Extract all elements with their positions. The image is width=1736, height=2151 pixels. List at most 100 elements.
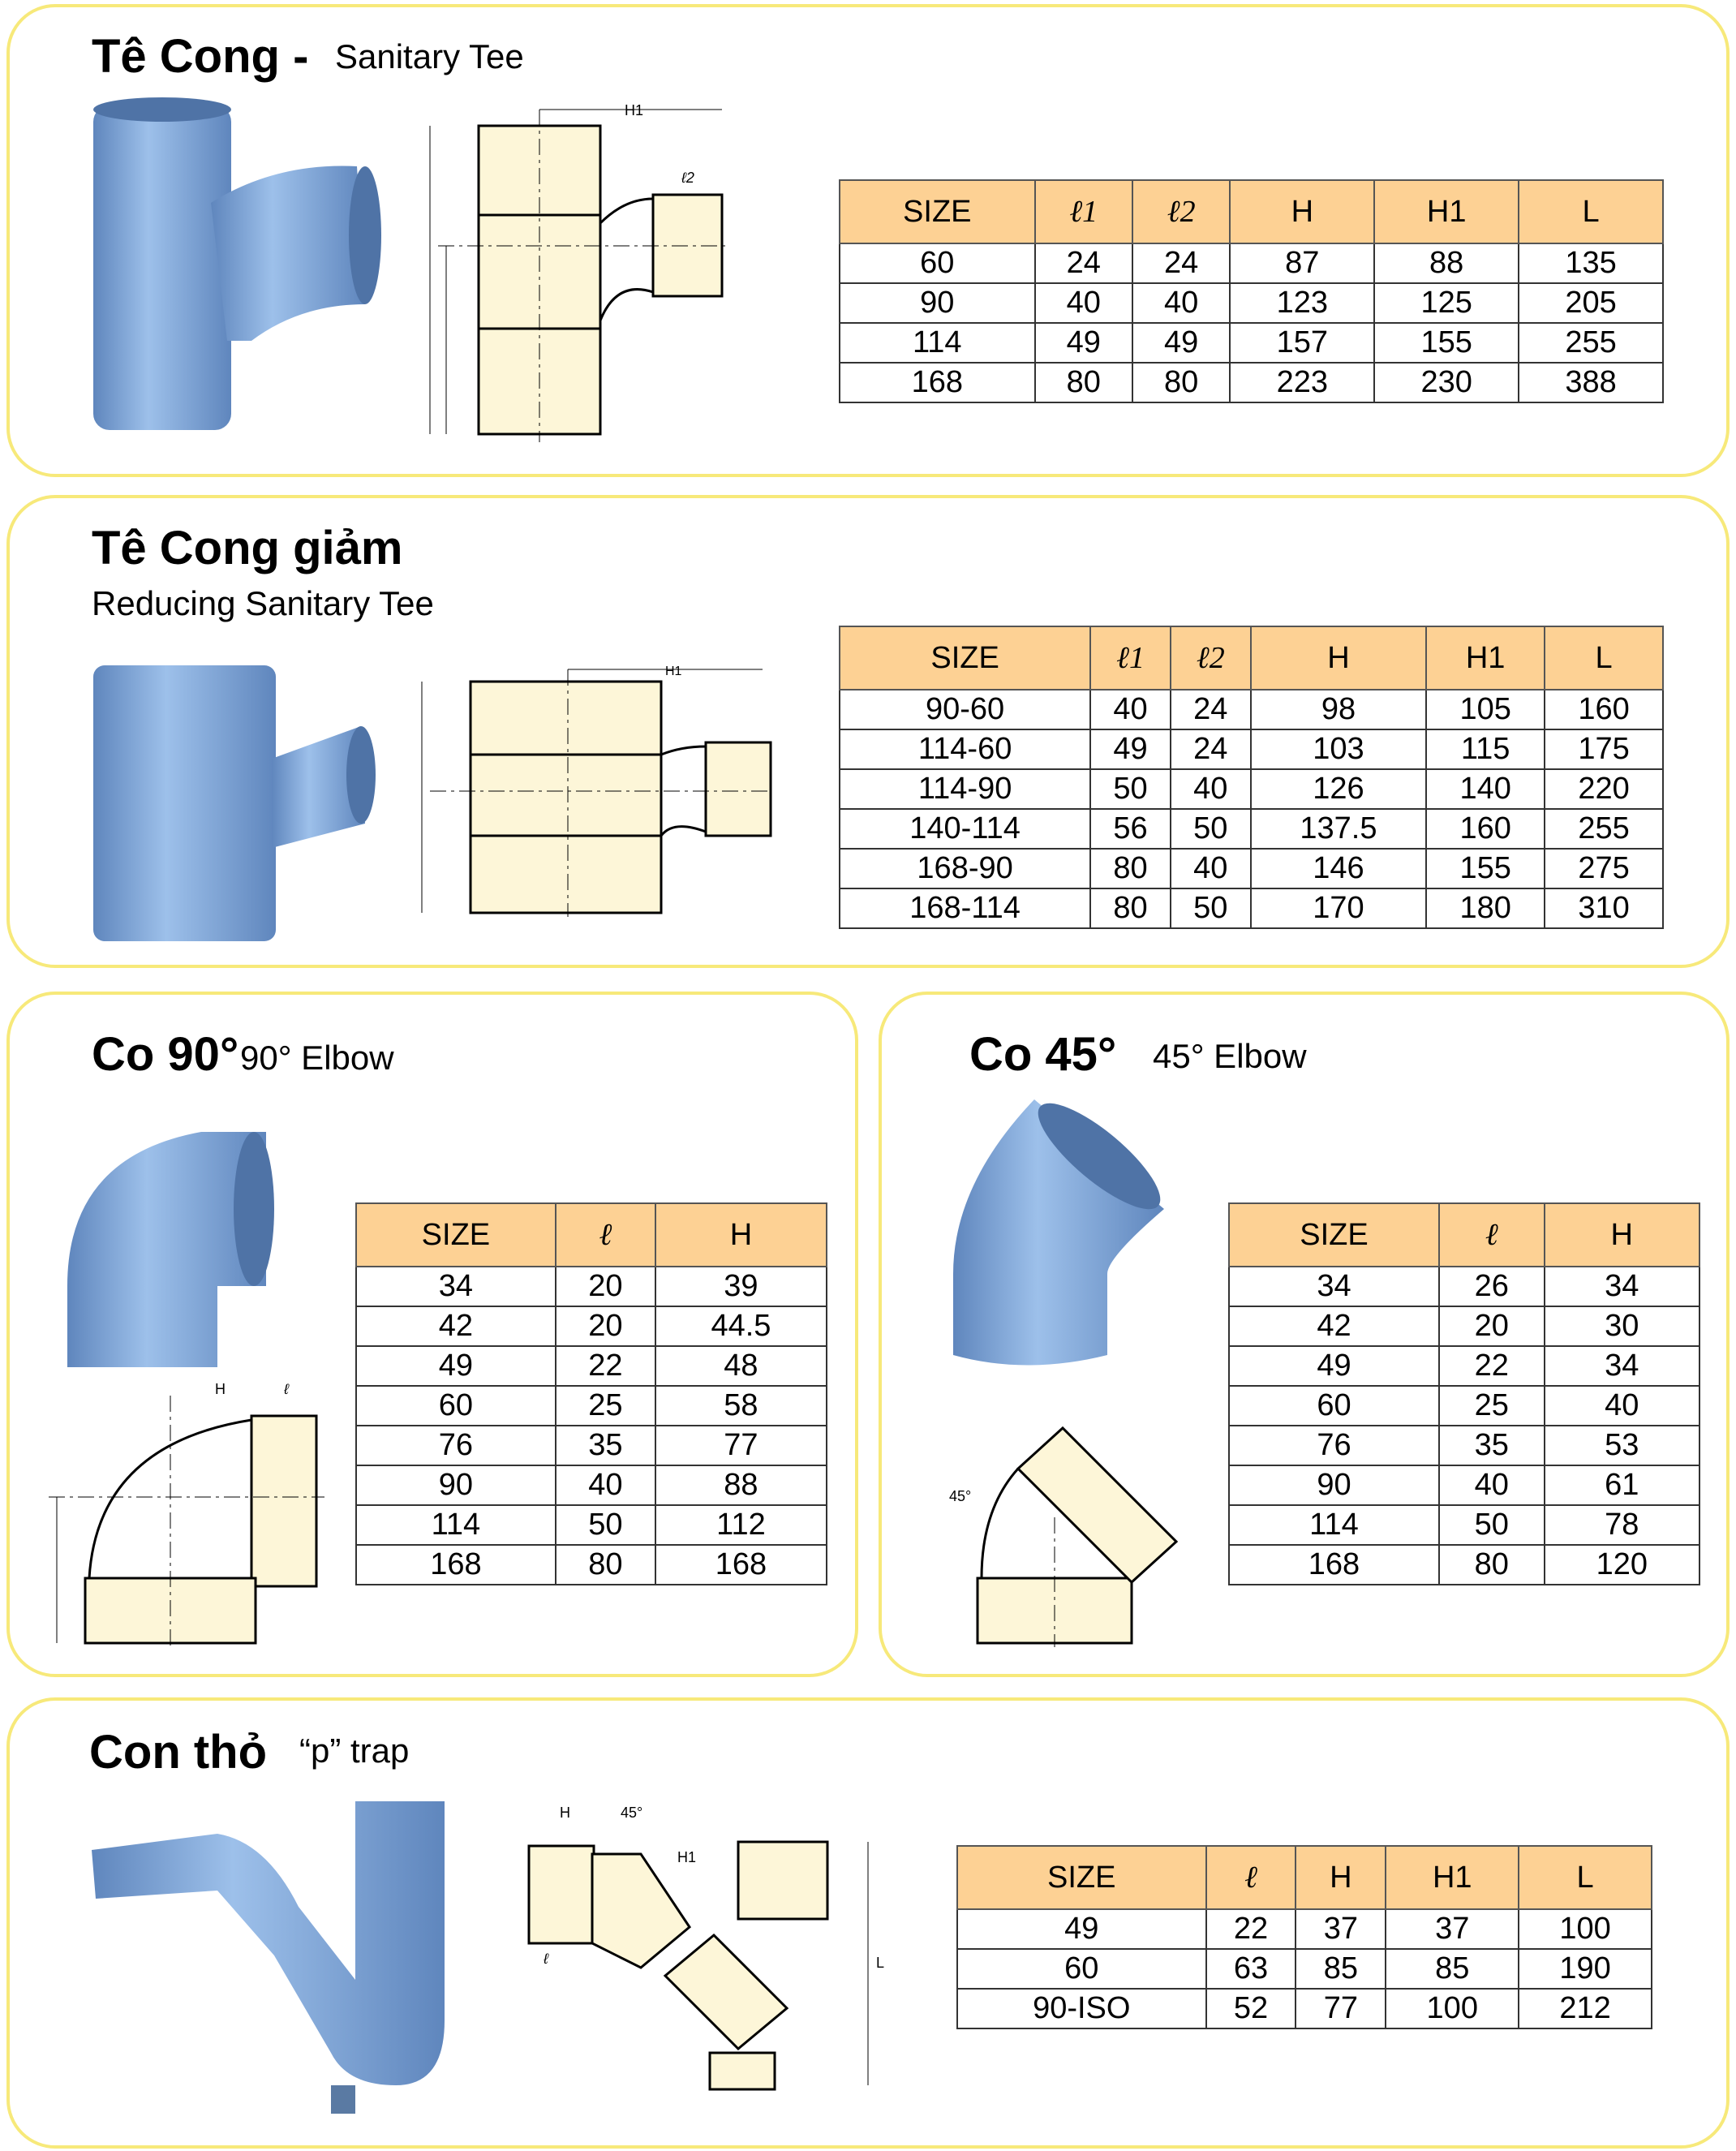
- column-header: SIZE: [839, 179, 1036, 244]
- table-cell: 114: [355, 1504, 556, 1546]
- table-cell: 112: [654, 1504, 828, 1546]
- table-cell: 90: [355, 1465, 556, 1506]
- table-cell: 35: [1437, 1425, 1545, 1466]
- table-cell: 90: [839, 282, 1036, 324]
- column-header: H: [1295, 1845, 1387, 1910]
- column-header: ℓ1: [1089, 626, 1171, 690]
- label-l: ℓ: [283, 1381, 290, 1397]
- table-cell: 168-90: [838, 848, 1092, 889]
- table-elbow-90: SIZE ℓ H 34 20 39 42 20 44.5 49 22 48 60 25 58 76 35 77 90…: [355, 1202, 828, 1585]
- table-cell: 125: [1373, 282, 1520, 324]
- table-cell: 168: [839, 362, 1036, 403]
- table-cell: 49: [1089, 729, 1171, 770]
- column-header: SIZE: [355, 1202, 556, 1267]
- table-row: 90 40 61: [1228, 1465, 1701, 1506]
- table-cell: 98: [1249, 689, 1428, 730]
- table-cell: 160: [1544, 689, 1664, 730]
- reducing-tee-drawing: H1: [421, 665, 772, 917]
- column-header: L: [1518, 1845, 1652, 1910]
- table-row: 60 24 24 87 88 135: [839, 243, 1664, 284]
- column-header: ℓ1: [1033, 179, 1133, 244]
- table-cell: 175: [1544, 729, 1664, 770]
- table-cell: 48: [654, 1345, 828, 1387]
- table-header-row: SIZE ℓ H H1 L: [956, 1845, 1652, 1910]
- table-header-row: SIZE ℓ H: [355, 1202, 828, 1267]
- table-row: 114 49 49 157 155 255: [839, 322, 1664, 364]
- table-cell: 34: [1543, 1345, 1701, 1387]
- table-row: 90 40 40 123 125 205: [839, 282, 1664, 324]
- table-cell: 50: [1169, 808, 1252, 850]
- table-cell: 50: [1089, 768, 1171, 810]
- table-cell: 220: [1544, 768, 1664, 810]
- table-cell: 168: [1228, 1544, 1440, 1585]
- table-row: 76 35 77: [355, 1425, 828, 1466]
- table-row: 168-90 80 40 146 155 275: [838, 848, 1664, 889]
- table-cell: 34: [1543, 1266, 1701, 1307]
- column-header: H: [1229, 179, 1376, 244]
- table-cell: 58: [654, 1385, 828, 1426]
- sanitary-tee-photo: [93, 97, 381, 430]
- table-cell: 20: [554, 1306, 656, 1347]
- table-cell: 20: [1437, 1306, 1545, 1347]
- table-header-row: SIZE ℓ1 ℓ2 H H1 L: [838, 626, 1664, 690]
- label-h1: H1: [677, 1849, 696, 1865]
- column-header: ℓ2: [1131, 179, 1231, 244]
- table-cell: 40: [1169, 848, 1252, 889]
- table-cell: 190: [1518, 1948, 1652, 1990]
- table-cell: 212: [1518, 1988, 1652, 2029]
- table-cell: 90: [1228, 1465, 1440, 1506]
- table-cell: 100: [1385, 1988, 1520, 2029]
- column-header: L: [1518, 179, 1664, 244]
- table-cell: 123: [1229, 282, 1376, 324]
- column-header: L: [1544, 626, 1664, 690]
- table-row: 60 25 58: [355, 1385, 828, 1426]
- table-cell: 120: [1543, 1544, 1701, 1585]
- table-cell: 35: [554, 1425, 656, 1466]
- table-cell: 39: [654, 1266, 828, 1307]
- table-cell: 146: [1249, 848, 1428, 889]
- table-cell: 80: [1089, 888, 1171, 929]
- table-cell: 255: [1544, 808, 1664, 850]
- table-header-row: SIZE ℓ H: [1228, 1202, 1701, 1267]
- table-elbow-45: SIZE ℓ H 34 26 34 42 20 30 49 22 34 60 25 40 76 35 53 90 40…: [1228, 1202, 1701, 1585]
- table-cell: 56: [1089, 808, 1171, 850]
- title-p-trap-vi: Con thỏ: [89, 1726, 268, 1779]
- table-row: 90-60 40 24 98 105 160: [838, 689, 1664, 730]
- table-row: 90-ISO 52 77 100 212: [956, 1988, 1652, 2029]
- table-cell: 137.5: [1249, 808, 1428, 850]
- label-h: H: [560, 1805, 570, 1821]
- table-row: 114 50 78: [1228, 1504, 1701, 1546]
- table-cell: 52: [1205, 1988, 1297, 2029]
- table-row: 114-60 49 24 103 115 175: [838, 729, 1664, 770]
- title-p-trap-en: “p” trap: [299, 1732, 410, 1770]
- table-cell: 88: [654, 1465, 828, 1506]
- column-header: SIZE: [1228, 1202, 1440, 1267]
- table-cell: 160: [1425, 808, 1546, 850]
- table-cell: 49: [1228, 1345, 1440, 1387]
- column-header: SIZE: [956, 1845, 1207, 1910]
- column-header: SIZE: [838, 626, 1092, 690]
- table-cell: 103: [1249, 729, 1428, 770]
- table-cell: 388: [1518, 362, 1664, 403]
- reducing-tee-photo: [93, 665, 376, 941]
- title-elbow-90-vi: Co 90°: [92, 1028, 239, 1081]
- table-cell: 140: [1425, 768, 1546, 810]
- p-trap-drawing: H 45° H1 L ℓ: [527, 1805, 884, 2091]
- title-sanitary-tee-vi: Tê Cong -: [92, 30, 309, 83]
- table-row: 114-90 50 40 126 140 220: [838, 768, 1664, 810]
- table-cell: 85: [1385, 1948, 1520, 1990]
- table-cell: 230: [1373, 362, 1520, 403]
- table-cell: 53: [1543, 1425, 1701, 1466]
- table-cell: 180: [1425, 888, 1546, 929]
- table-cell: 170: [1249, 888, 1428, 929]
- table-cell: 34: [355, 1266, 556, 1307]
- column-header: H: [1249, 626, 1428, 690]
- label-l-small: ℓ: [543, 1951, 549, 1967]
- table-cell: 49: [956, 1908, 1207, 1950]
- table-cell: 25: [1437, 1385, 1545, 1426]
- column-header: H1: [1385, 1845, 1520, 1910]
- table-cell: 60: [355, 1385, 556, 1426]
- table-p-trap: SIZE ℓ H H1 L 49 22 37 37 100 60 63 85 85 190 90-ISO 52 7…: [956, 1845, 1652, 2029]
- table-row: 49 22 48: [355, 1345, 828, 1387]
- table-cell: 80: [1089, 848, 1171, 889]
